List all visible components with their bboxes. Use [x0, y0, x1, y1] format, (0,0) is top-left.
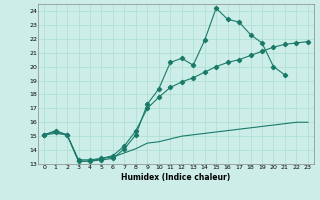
X-axis label: Humidex (Indice chaleur): Humidex (Indice chaleur) — [121, 173, 231, 182]
